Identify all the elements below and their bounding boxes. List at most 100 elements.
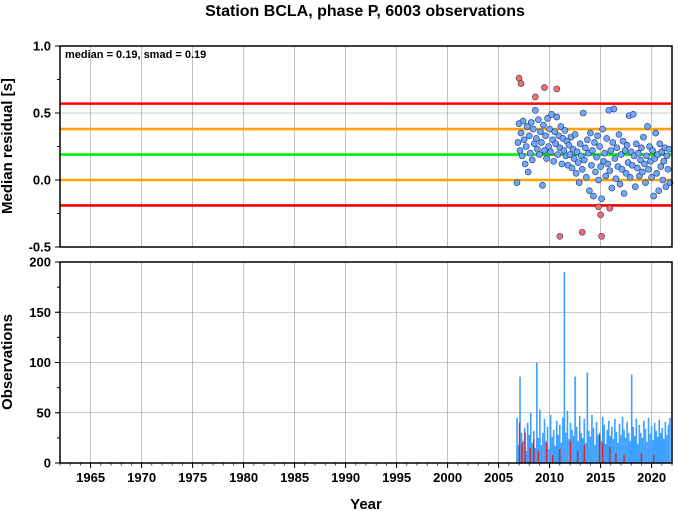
observation-bar [565,432,567,463]
x-tick-label: 1985 [280,470,309,485]
observation-bar [626,421,628,463]
observation-bar [551,436,553,463]
residual-point [517,129,525,137]
residual-point [593,153,600,161]
outlier-observation-bar [529,447,531,463]
residual-point [642,179,649,186]
residual-points [513,74,674,240]
observation-bar [614,418,616,463]
outlier-point [541,84,548,91]
residual-point [655,187,663,195]
observation-bar [546,426,549,463]
chart-title: Station BCLA, phase P, 6003 observations [205,3,525,20]
outlier-observation-bar [537,450,540,463]
residual-point [634,164,641,172]
residual-point [570,155,578,162]
residual-point [514,139,522,146]
outlier-observation-bar [598,434,601,463]
observation-bar [537,437,540,463]
outlier-point [595,203,602,211]
residual-point [609,139,617,146]
residual-point [536,151,543,158]
observation-bar [581,437,584,463]
observation-bar [566,410,569,463]
residual-point [629,111,637,118]
residual-point [652,129,659,137]
y-tick-label: 1.0 [33,39,51,54]
observation-bar [661,427,664,463]
residual-point [544,115,551,122]
residual-point [601,149,608,157]
observation-bar [600,440,602,463]
observation-bar [571,429,573,463]
observation-bar [528,434,530,463]
residual-point [628,161,636,169]
observation-bars [516,272,671,463]
observation-bar [658,419,661,463]
x-tick-label: 1970 [127,470,156,485]
residual-point [586,187,593,195]
observation-bar [667,424,670,463]
residual-point [566,151,574,158]
residual-point [594,132,601,140]
observation-bar [643,420,645,463]
residual-point [565,141,573,149]
x-tick-label: 1995 [382,470,411,485]
observation-bar [552,429,555,463]
residual-point [607,147,615,154]
outlier-observation-bar [533,438,535,463]
x-axis-label: Year [350,496,382,511]
observation-bar [638,424,641,463]
residual-point [520,136,528,144]
residual-point [604,160,612,168]
observation-bar [629,440,631,463]
residual-point [572,170,580,177]
residual-point [640,133,647,141]
outlier-observation-bar [569,440,572,463]
residual-point [648,174,655,181]
observation-bar [531,442,534,463]
outlier-observation-bar [601,442,604,463]
observation-bar [578,415,581,463]
outlier-point [606,204,614,212]
observation-bar [583,418,586,463]
outlier-observation-bar [583,444,585,463]
residual-point [592,168,599,176]
residual-panel: median = 0.19, smad = 0.19 1.0 0.5 0.0 -0.5… [0,39,674,255]
residual-point [665,145,673,153]
x-tick-label: 1975 [178,470,207,485]
residual-point [622,170,630,177]
residual-point [578,165,586,173]
residual-point [615,131,623,138]
observation-bar [632,426,635,463]
residual-point [580,156,588,164]
outlier-observation-bar [652,454,655,463]
observation-bar [592,427,595,463]
residual-point [543,155,550,162]
observations-panel: 200 150 100 50 0 1965 1970 1975 1980 1985 1990 199… [0,255,673,511]
residual-point [583,174,590,181]
residual-point [581,144,589,152]
residual-point [551,128,559,136]
outlier-point [532,93,539,101]
residual-point [591,139,598,146]
residual-point [637,156,644,164]
observation-bar [646,441,648,463]
x-tick-label: 1965 [76,470,105,485]
residual-point [616,180,624,188]
observation-bar [542,432,544,463]
y-tick-label: 0.0 [33,173,51,188]
residual-point [611,155,619,162]
observation-bar [540,444,543,463]
residual-point [521,160,529,168]
residual-point [523,123,531,130]
residual-point [663,152,671,160]
observation-bar [635,418,638,463]
residual-point [518,152,526,160]
residual-point [573,148,581,156]
residual-point [542,132,549,140]
observation-bar [607,420,610,463]
residual-point [537,128,544,136]
observation-bar [572,435,575,463]
observation-bar [666,434,668,463]
